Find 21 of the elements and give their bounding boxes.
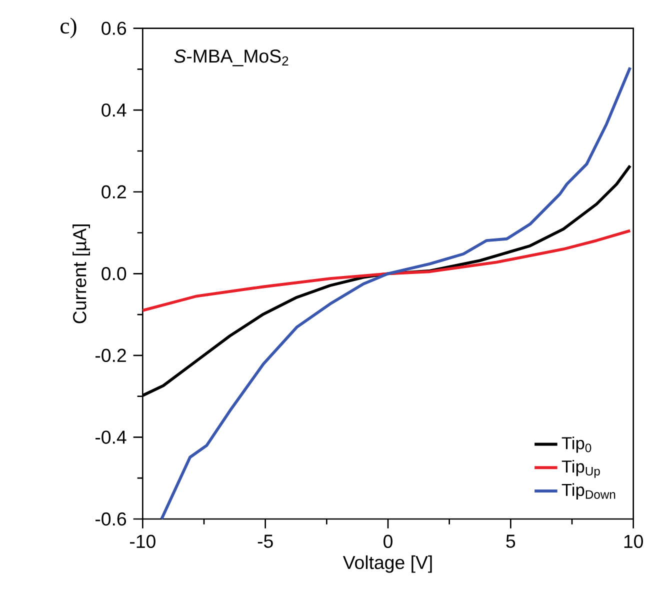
x-tick-label: 0	[384, 534, 392, 548]
y-tick-label: -0.2	[96, 348, 126, 362]
y-tick-label: 0.2	[102, 185, 126, 198]
y-axis-title: Current [µA]	[72, 224, 90, 324]
x-axis-title: Voltage [V]	[342, 555, 432, 573]
y-tick-label: -0.4	[96, 430, 126, 444]
x-tick-label: -5	[258, 534, 273, 548]
y-tick-label: 0.0	[102, 267, 126, 280]
x-tick-label: -10	[130, 534, 156, 548]
y-tick-label: -0.6	[96, 512, 126, 526]
line-series	[141, 229, 632, 312]
legend-label: Tip$_{Down}$	[562, 483, 616, 500]
legend-label: Tip$_{Up}$	[562, 460, 600, 478]
text: c)	[60, 18, 76, 38]
line-series	[160, 66, 632, 520]
y-tick-label: 0.6	[102, 22, 126, 35]
y-tick-label: 0.4	[102, 103, 126, 117]
annotation: S-MBA_MoS$_{2}$	[174, 50, 288, 66]
x-tick-label: 10	[624, 534, 643, 548]
legend-label: Tip$_{0}$	[562, 436, 592, 453]
x-tick-label: 5	[506, 534, 516, 548]
